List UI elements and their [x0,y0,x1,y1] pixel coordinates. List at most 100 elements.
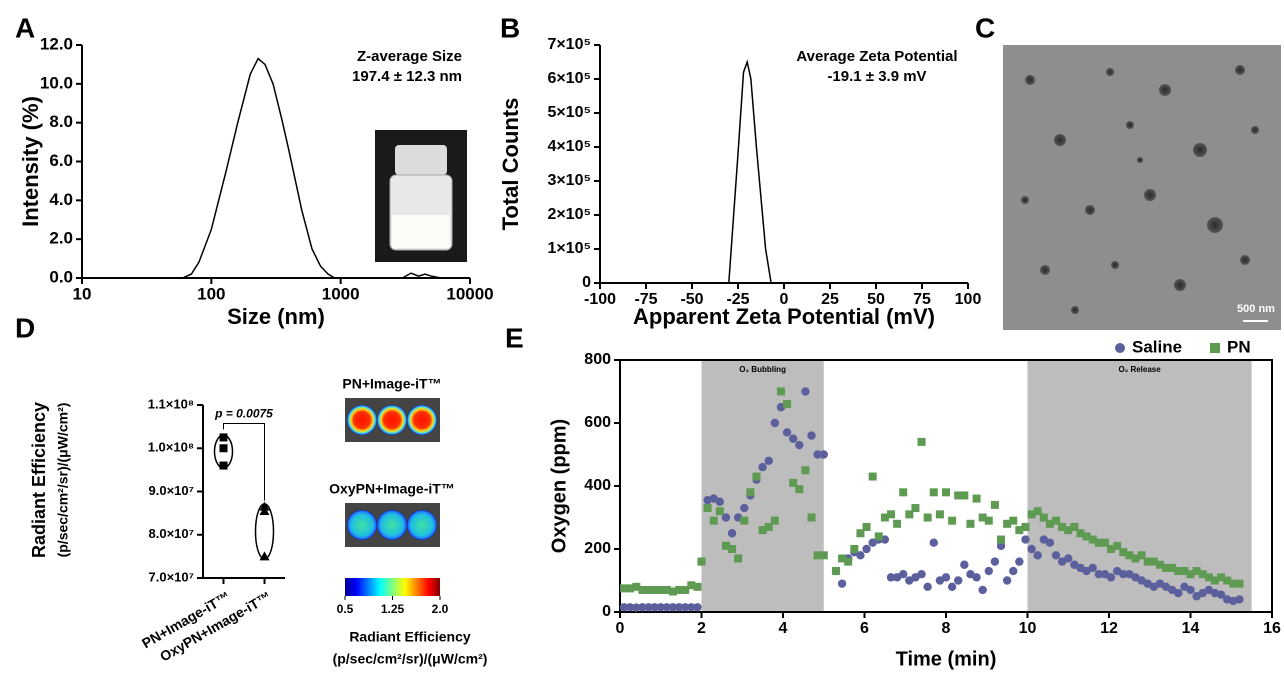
data-point [984,516,993,525]
data-point [1168,563,1177,572]
data-point [1088,563,1097,573]
data-point [758,462,767,472]
data-point [831,567,840,576]
y-axis-label: (p/sec/cm²/sr)/(μW/cm²) [55,403,71,558]
y-tick-label: 3×10⁵ [547,172,591,189]
data-point [709,516,718,525]
data-line [182,57,442,279]
colorbar-title: Radiant Efficiency [349,629,471,645]
data-point [837,579,847,588]
data-point [1119,548,1128,557]
y-axis-label: Intensity (%) [18,96,43,227]
data-point [856,551,865,560]
data-point [917,437,926,446]
y-tick-label: 0 [602,603,611,620]
data-point [650,603,659,612]
annotation: Z-average Size [357,48,462,65]
shaded-region [701,360,824,612]
data-point [1223,576,1232,585]
data-point [1064,526,1073,535]
legend-marker [1115,343,1125,353]
data-point [844,557,853,566]
data-point [788,434,798,443]
data-point [1131,554,1140,563]
data-point [656,585,665,594]
data-point [862,522,871,531]
data-point [899,488,908,497]
data-point [776,403,786,412]
panel-letter: D [15,312,35,343]
data-point [929,538,938,547]
data-point [923,582,932,591]
data-point [960,491,969,500]
x-tick-label: 12 [1100,620,1118,637]
x-tick-label: 4 [779,620,788,637]
data-point [1229,579,1238,588]
data-point [996,541,1006,551]
data-point [1137,551,1146,560]
data-point [1107,545,1116,553]
data-point [656,603,665,612]
data-point [1082,532,1091,541]
x-tick-label: 100 [197,284,225,303]
data-point [966,519,975,528]
colorbar-tick-label: 2.0 [432,602,449,616]
data-point [632,603,641,612]
data-point [1027,544,1036,554]
data-point [1162,563,1171,572]
data-point [219,444,228,453]
scale-bar-label: 500 nm [1237,303,1275,315]
data-point [990,500,999,509]
panel-letter: B [500,12,520,43]
panel-letter: A [15,12,35,43]
x-tick-label: 75 [913,291,931,308]
image-label: PN+Image-iT™ [342,376,441,392]
data-point [770,418,780,428]
legend-label: Saline [1132,337,1182,356]
y-tick-label: 7.0×10⁷ [149,569,195,584]
data-point [1119,570,1128,579]
y-axis-label: Total Counts [498,98,523,231]
colorbar-title: (p/sec/cm²/sr)/(μW/cm²) [333,651,488,667]
data-point [1015,557,1024,566]
data-point [638,585,647,594]
data-point [807,431,816,440]
data-point [1045,519,1054,528]
data-point [681,585,690,594]
y-tick-label: 8.0 [49,112,73,131]
panel-letter: C [975,12,995,43]
significance-bracket [223,422,265,501]
x-tick-label: -50 [680,291,703,308]
data-point [1009,516,1018,525]
data-point [1125,551,1134,560]
data-point [681,603,690,612]
data-point [674,603,684,612]
x-tick-label: 25 [821,291,839,308]
data-point [675,585,684,594]
data-point [1027,510,1036,519]
y-tick-label: 1×10⁵ [547,240,591,257]
data-point [807,513,816,522]
data-point [929,488,938,497]
data-point [740,516,749,525]
data-point [868,472,877,481]
data-point [1064,554,1073,563]
tem-image: 500 nm [1003,45,1281,330]
data-point [770,516,779,525]
data-point [734,554,743,563]
data-point [1021,522,1030,531]
data-point [941,573,951,582]
data-point [1094,538,1103,547]
data-point [789,478,798,487]
data-point [1235,595,1244,604]
annotation: 197.4 ± 12.3 nm [352,68,462,85]
data-line [728,59,772,284]
data-point [1076,529,1085,538]
data-point [862,544,871,554]
y-tick-label: 6.0 [49,151,73,170]
data-point [886,573,896,582]
y-tick-label: 400 [584,477,611,494]
x-axis-label: Apparent Zeta Potential (mV) [633,304,935,329]
y-tick-label: 2.0 [49,229,73,248]
x-tick-label: 0 [616,620,625,637]
